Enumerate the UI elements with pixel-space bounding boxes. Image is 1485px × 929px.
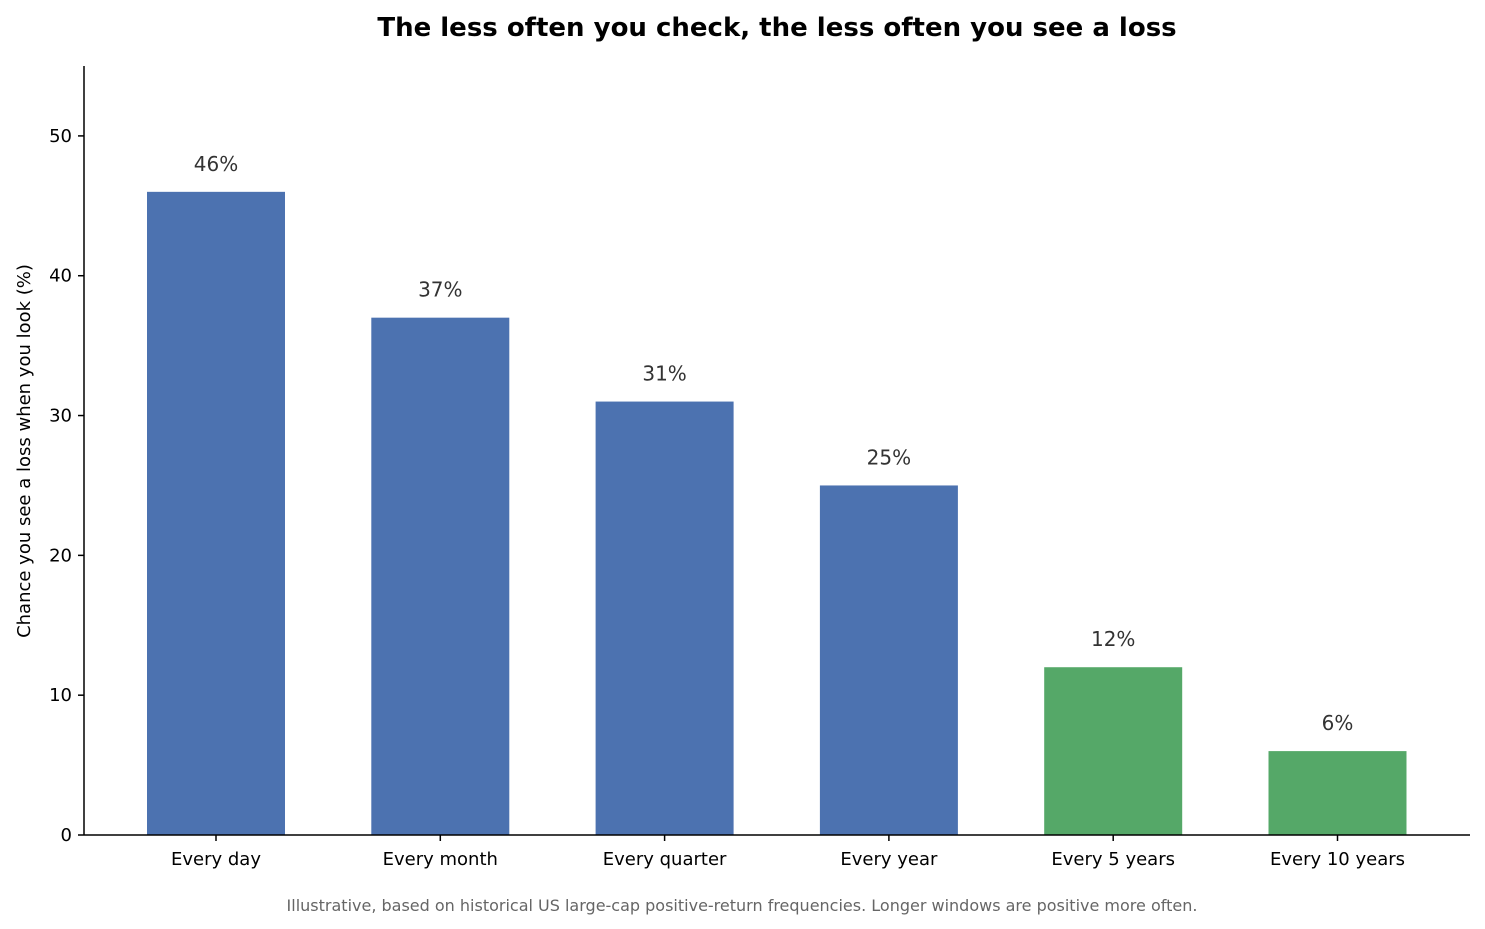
bar xyxy=(595,401,734,835)
bar-value-label: 25% xyxy=(867,445,911,469)
x-tick-label: Every 10 years xyxy=(1270,849,1405,870)
y-tick-label: 0 xyxy=(61,825,72,846)
bar-value-label: 6% xyxy=(1322,711,1354,735)
x-tick-label: Every quarter xyxy=(603,849,727,870)
plot-area: 0 10 20 30 40 50 46% Every day 37% Every month 31%… xyxy=(49,126,1407,870)
footnote: Illustrative, based on historical US lar… xyxy=(287,896,1198,915)
bar xyxy=(1268,751,1407,835)
x-tick-label: Every day xyxy=(171,849,261,870)
bar xyxy=(371,317,510,835)
y-tick-label: 10 xyxy=(49,685,72,706)
x-tick-label: Every year xyxy=(840,849,938,870)
x-tick-label: Every 5 years xyxy=(1051,849,1175,870)
bar-value-label: 37% xyxy=(418,278,462,302)
chart-title: The less often you check, the less often… xyxy=(377,13,1176,43)
y-tick-label: 50 xyxy=(49,126,72,147)
y-tick-label: 20 xyxy=(49,545,72,566)
bar xyxy=(819,485,958,835)
bar-value-label: 12% xyxy=(1091,627,1135,651)
y-tick-label: 30 xyxy=(49,406,72,427)
x-tick-label: Every month xyxy=(383,849,498,870)
y-axis-label: Chance you see a loss when you look (%) xyxy=(14,264,35,638)
bar-value-label: 46% xyxy=(194,152,238,176)
y-tick-label: 40 xyxy=(49,266,72,287)
bar xyxy=(147,191,285,835)
bar xyxy=(1044,667,1183,835)
bar-value-label: 31% xyxy=(642,362,686,386)
